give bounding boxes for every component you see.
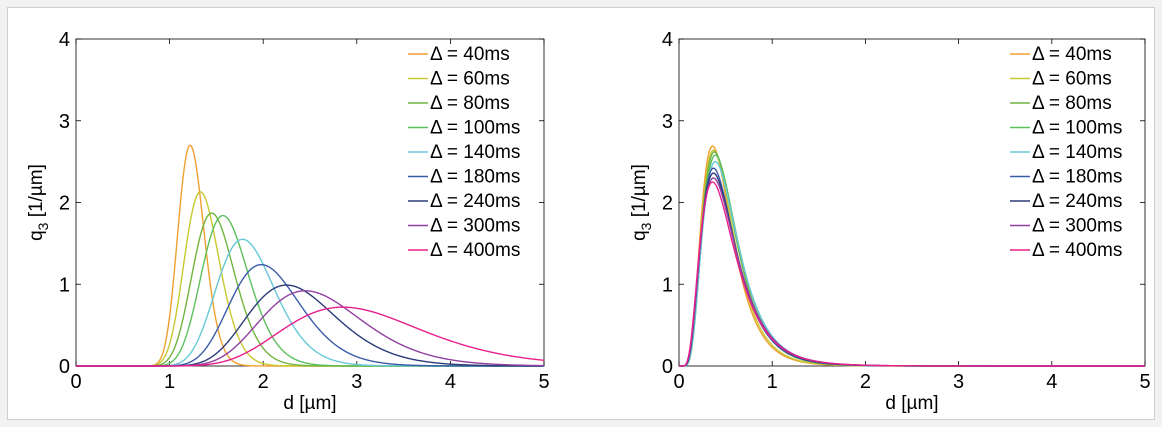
y-tick-label: 3: [59, 111, 70, 133]
y-tick-label: 2: [662, 193, 673, 215]
x-tick-label: 5: [1139, 371, 1150, 393]
legend-label-1: Δ = 40ms: [1032, 44, 1112, 65]
x-tick-label: 1: [164, 371, 175, 393]
y-axis-label: q3 [1/µm]: [26, 164, 51, 241]
x-tick-label: 3: [351, 371, 362, 393]
x-axis-label: d [µm]: [283, 393, 336, 414]
y-axis-label-main: q: [629, 230, 650, 241]
y-axis-label-main: q: [26, 230, 47, 241]
legend-label-7: Δ = 240ms: [430, 191, 520, 212]
legend-label-8: Δ = 300ms: [1032, 216, 1122, 237]
legend-label-6: Δ = 180ms: [430, 167, 520, 188]
legend-label-7: Δ = 240ms: [1032, 191, 1122, 212]
legend-label-2: Δ = 60ms: [1032, 69, 1112, 90]
x-tick-label: 3: [953, 371, 964, 393]
series-line-9: [76, 306, 545, 367]
y-axis-label-subscript: 3: [35, 222, 51, 230]
x-axis-label: d [µm]: [885, 393, 938, 414]
series-line-9: [679, 181, 1145, 367]
legend-label-9: Δ = 400ms: [430, 240, 520, 261]
x-tick-label: 2: [860, 371, 871, 393]
legend: Δ = 40ms Δ = 60ms Δ = 80ms Δ = 100ms Δ = 140…: [408, 44, 520, 261]
legend-label-8: Δ = 300ms: [430, 216, 520, 237]
y-tick-label: 0: [59, 356, 70, 378]
x-tick-label: 4: [445, 371, 456, 393]
y-axis-label-subscript: 3: [638, 222, 654, 230]
y-axis-label-unit: [1/µm]: [26, 164, 47, 222]
legend-label-5: Δ = 140ms: [1032, 142, 1122, 163]
y-tick-label: 3: [662, 111, 673, 133]
y-tick-label: 1: [662, 274, 673, 296]
legend-label-3: Δ = 80ms: [430, 93, 510, 114]
x-tick-label: 1: [767, 371, 778, 393]
legend-label-6: Δ = 180ms: [1032, 167, 1122, 188]
legend-label-9: Δ = 400ms: [1032, 240, 1122, 261]
y-tick-label: 0: [662, 356, 673, 378]
legend: Δ = 40ms Δ = 60ms Δ = 80ms Δ = 100ms Δ = 140…: [1010, 44, 1122, 261]
legend-label-2: Δ = 60ms: [430, 69, 510, 90]
x-tick-label: 5: [538, 371, 549, 393]
x-tick-label: 2: [258, 371, 269, 393]
y-tick-label: 2: [59, 193, 70, 215]
y-tick-label: 1: [59, 274, 70, 296]
x-tick-label: 0: [70, 371, 81, 393]
series-line-7: [76, 284, 544, 367]
legend-label-1: Δ = 40ms: [430, 44, 510, 65]
legend-label-4: Δ = 100ms: [1032, 118, 1122, 139]
x-tick-label: 4: [1046, 371, 1057, 393]
legend-label-4: Δ = 100ms: [430, 118, 520, 139]
y-axis-label: q3 [1/µm]: [629, 164, 654, 241]
legend-label-3: Δ = 80ms: [1032, 93, 1112, 114]
y-tick-label: 4: [662, 29, 673, 51]
series-line-6: [76, 263, 544, 367]
x-tick-label: 0: [673, 371, 684, 393]
legend-label-5: Δ = 140ms: [430, 142, 520, 163]
y-axis-label-unit: [1/µm]: [629, 164, 650, 222]
series-line-8: [76, 290, 545, 367]
y-tick-label: 4: [59, 29, 70, 51]
